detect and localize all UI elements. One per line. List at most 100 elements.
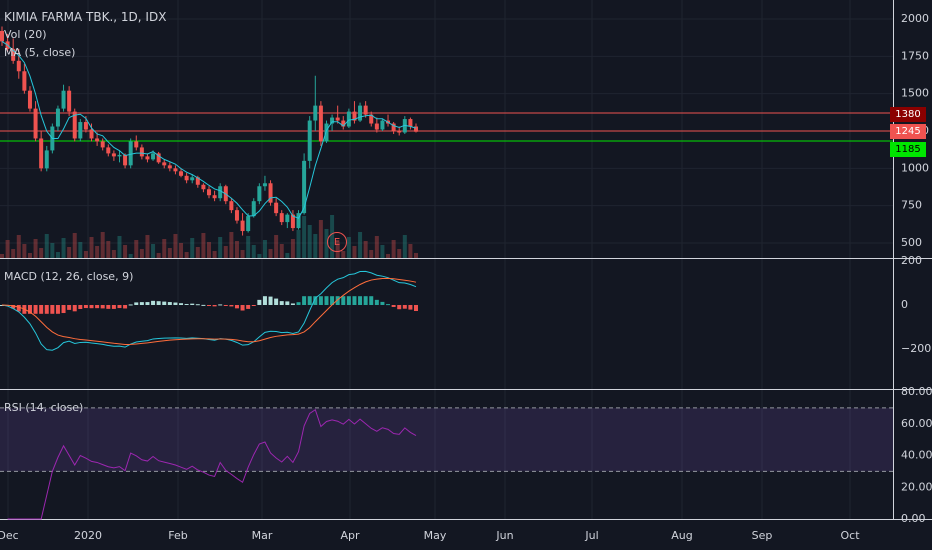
candle-body — [391, 123, 396, 131]
candle-body — [330, 117, 335, 124]
volume-bar — [162, 239, 167, 258]
candle-body — [27, 90, 32, 109]
volume-bar — [16, 235, 21, 258]
macd-histogram-bar — [402, 305, 407, 309]
macd-histogram-bar — [262, 296, 267, 305]
macd-histogram-bar — [414, 305, 418, 312]
volume-bar — [279, 244, 284, 258]
macd-histogram-bar — [151, 300, 156, 305]
macd-histogram-bar — [346, 296, 351, 305]
candle-body — [212, 195, 217, 199]
macd-histogram-bar — [369, 296, 374, 305]
volume-bar — [285, 253, 290, 258]
macd-histogram-bar — [374, 299, 379, 305]
volume-bar — [27, 253, 32, 258]
volume-bar — [268, 249, 273, 258]
volume-bar — [111, 250, 116, 258]
ma-line — [1, 40, 417, 219]
macd-histogram-bar — [134, 302, 139, 305]
ma-indicator-label[interactable]: MA (5, close) — [4, 46, 76, 59]
volume-indicator-label[interactable]: Vol (20) — [4, 28, 47, 41]
candle-body — [55, 108, 60, 127]
time-axis-tick: Feb — [168, 529, 187, 542]
volume-bar — [391, 240, 396, 258]
macd-line — [1, 270, 417, 351]
price-axis-tick: 1750 — [901, 49, 929, 62]
volume-bar — [106, 241, 111, 258]
candle-body — [195, 177, 200, 185]
candle-body — [246, 216, 251, 232]
candle-body — [123, 154, 128, 166]
volume-bar — [324, 229, 329, 258]
rsi-indicator-label[interactable]: RSI (14, close) — [4, 401, 84, 414]
volume-bar — [274, 235, 279, 258]
macd-histogram-bar — [341, 296, 346, 305]
time-axis-tick: Dec — [0, 529, 19, 542]
volume-bar — [223, 246, 228, 258]
rsi-line — [7, 408, 417, 520]
volume-bar — [352, 246, 357, 258]
volume-bar — [11, 249, 16, 258]
candle-body — [262, 183, 267, 187]
volume-bar — [246, 236, 251, 258]
candle-body — [369, 114, 374, 124]
volume-bar — [369, 250, 374, 258]
candle-body — [279, 213, 284, 223]
candle-body — [207, 189, 211, 196]
rsi-axis-tick: 40.00 — [901, 449, 932, 462]
volume-bar — [156, 253, 161, 258]
volume-bar — [386, 254, 391, 258]
macd-histogram-bar — [290, 303, 295, 305]
candle-body — [151, 153, 156, 160]
volume-bar — [251, 245, 256, 258]
candle-body — [67, 90, 72, 112]
candle-body — [162, 162, 167, 166]
candle-body — [240, 220, 245, 232]
macd-histogram-bar — [67, 305, 72, 310]
candle-body — [39, 138, 44, 169]
volume-bar — [134, 240, 139, 258]
macd-histogram-bar — [229, 305, 234, 307]
candle-body — [89, 129, 94, 139]
macd-histogram-bar — [111, 305, 116, 309]
candle-body — [380, 120, 385, 130]
candle-body — [218, 186, 223, 199]
macd-histogram-bar — [279, 301, 284, 305]
macd-histogram-bar — [234, 305, 239, 309]
macd-histogram-bar — [184, 303, 189, 305]
volume-bar — [402, 235, 407, 258]
macd-histogram-bar — [251, 305, 256, 306]
volume-bar — [167, 248, 172, 258]
volume-bar — [139, 249, 144, 258]
volume-bar — [95, 246, 100, 258]
macd-histogram-bar — [173, 302, 178, 305]
macd-histogram-bar — [318, 296, 323, 305]
macd-histogram-bar — [307, 296, 312, 305]
candle-body — [184, 175, 189, 181]
earnings-event-marker[interactable]: E — [327, 232, 347, 252]
candle-body — [313, 105, 318, 121]
macd-histogram-bar — [296, 302, 301, 305]
macd-histogram-bar — [162, 301, 167, 305]
macd-histogram-bar — [363, 296, 368, 305]
volume-bar — [229, 232, 234, 258]
candle-body — [318, 105, 323, 142]
time-axis-tick: May — [424, 529, 447, 542]
volume-bar — [55, 252, 60, 258]
candle-body — [72, 111, 77, 139]
macd-histogram-bar — [106, 305, 111, 309]
candle-body — [190, 177, 195, 181]
macd-histogram-bar — [61, 305, 66, 314]
macd-histogram-bar — [380, 301, 385, 305]
candle-body — [324, 123, 329, 142]
volume-bar — [117, 236, 122, 258]
volume-bar — [89, 237, 94, 258]
macd-indicator-label[interactable]: MACD (12, 26, close, 9) — [4, 270, 134, 283]
volume-bar — [341, 251, 346, 258]
volume-bar — [44, 234, 49, 258]
macd-histogram-bar — [50, 305, 55, 314]
candle-body — [16, 60, 21, 72]
macd-axis-tick: −200 — [901, 342, 931, 355]
